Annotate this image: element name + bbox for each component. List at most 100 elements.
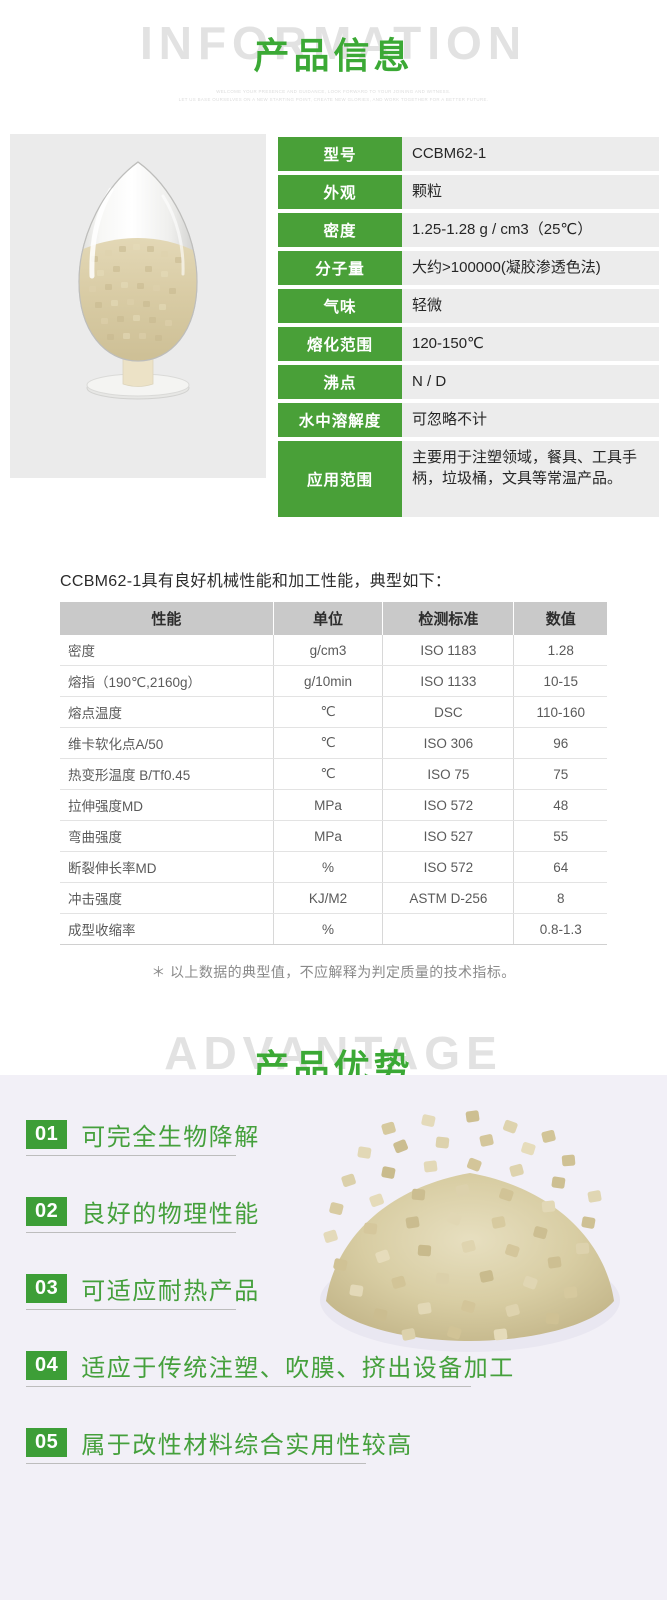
cell-property: 冲击强度 xyxy=(60,882,274,914)
product-info-block: 型号 CCBM62-1 外观 颗粒 密度 1.25-1.28 g / cm3（2… xyxy=(0,134,667,521)
cell-standard: ISO 1183 xyxy=(382,635,515,666)
header-subtitle-information: WELCOME YOUR PRESENCE AND GUIDANCE, LOOK… xyxy=(0,88,667,104)
spec-key: 外观 xyxy=(278,175,402,209)
spec-key: 应用范围 xyxy=(278,441,402,517)
table-row: 弯曲强度 MPa ISO 527 55 xyxy=(60,820,607,852)
cell-property: 断裂伸长率MD xyxy=(60,851,274,883)
ghost-title-information: INFORMATION xyxy=(139,17,528,69)
cell-standard: ISO 527 xyxy=(382,820,515,852)
table-header-row: 性能 单位 检测标准 数值 xyxy=(60,602,607,635)
spec-key: 密度 xyxy=(278,213,402,247)
advantage-number: 05 xyxy=(26,1428,68,1457)
cell-unit: ℃ xyxy=(273,727,384,759)
column-header-value: 数值 xyxy=(513,602,607,635)
cell-value: 10-15 xyxy=(513,665,607,697)
advantage-number: 03 xyxy=(26,1274,68,1303)
cell-property: 弯曲强度 xyxy=(60,820,274,852)
spec-value: CCBM62-1 xyxy=(402,137,659,171)
cell-value: 8 xyxy=(513,882,607,914)
list-item: 02 良好的物理性能 xyxy=(26,1194,586,1233)
list-item: 04 适应于传统注塑、吹膜、挤出设备加工 xyxy=(26,1348,586,1387)
product-photo-flask xyxy=(10,134,266,478)
table-row: 熔指（190℃,2160g） g/10min ISO 1133 10-15 xyxy=(60,665,607,697)
spec-value: 颗粒 xyxy=(402,175,659,209)
advantage-number: 04 xyxy=(26,1351,68,1380)
cell-standard: ISO 572 xyxy=(382,851,515,883)
advantage-row: 01 可完全生物降解 xyxy=(26,1117,260,1152)
cell-value: 0.8-1.3 xyxy=(513,913,607,945)
section-header-information: INFORMATION 产品信息 WELCOME YOUR PRESENCE A… xyxy=(0,0,667,112)
spec-row: 熔化范围 120-150℃ xyxy=(278,327,659,361)
spec-row: 密度 1.25-1.28 g / cm3（25℃） xyxy=(278,213,659,247)
advantage-text: 属于改性材料综合实用性较高 xyxy=(81,1432,413,1459)
spec-key: 沸点 xyxy=(278,365,402,399)
advantage-row: 03 可适应耐热产品 xyxy=(26,1271,260,1306)
cell-standard: ISO 572 xyxy=(382,789,515,821)
spec-row: 型号 CCBM62-1 xyxy=(278,137,659,171)
cell-property: 维卡软化点A/50 xyxy=(60,727,274,759)
cell-property: 熔点温度 xyxy=(60,696,274,728)
cell-standard: DSC xyxy=(382,696,515,728)
cell-unit: KJ/M2 xyxy=(273,882,384,914)
spec-row: 气味 轻微 xyxy=(278,289,659,323)
cell-property: 拉伸强度MD xyxy=(60,789,274,821)
advantage-number: 02 xyxy=(26,1197,68,1226)
spec-value: 1.25-1.28 g / cm3（25℃） xyxy=(402,213,659,247)
table-row: 断裂伸长率MD % ISO 572 64 xyxy=(60,851,607,883)
advantage-text: 良好的物理性能 xyxy=(81,1201,260,1228)
table-row: 熔点温度 ℃ DSC 110-160 xyxy=(60,696,607,728)
cell-value: 110-160 xyxy=(513,696,607,728)
cell-value: 96 xyxy=(513,727,607,759)
cell-standard: ASTM D-256 xyxy=(382,882,515,914)
subtitle-line-1: WELCOME YOUR PRESENCE AND GUIDANCE, LOOK… xyxy=(216,89,451,94)
table-row: 密度 g/cm3 ISO 1183 1.28 xyxy=(60,635,607,666)
table-row: 拉伸强度MD MPa ISO 572 48 xyxy=(60,789,607,821)
cell-unit: ℃ xyxy=(273,758,384,790)
cell-value: 55 xyxy=(513,820,607,852)
ghost-title-advantage: ADVANTAGE xyxy=(164,1027,503,1079)
spec-key: 水中溶解度 xyxy=(278,403,402,437)
properties-table: 性能 单位 检测标准 数值 密度 g/cm3 ISO 1183 1.28 熔指（… xyxy=(60,602,607,945)
advantage-underline xyxy=(26,1309,236,1310)
spec-value: 大约>100000(凝胶渗透色法) xyxy=(402,251,659,285)
spec-key: 分子量 xyxy=(278,251,402,285)
spec-key: 熔化范围 xyxy=(278,327,402,361)
column-header-property: 性能 xyxy=(60,602,274,635)
cell-unit: ℃ xyxy=(273,696,384,728)
spec-value: 120-150℃ xyxy=(402,327,659,361)
table-row: 维卡软化点A/50 ℃ ISO 306 96 xyxy=(60,727,607,759)
cell-standard: ISO 306 xyxy=(382,727,515,759)
cell-unit: MPa xyxy=(273,789,384,821)
cell-property: 密度 xyxy=(60,635,274,666)
column-header-standard: 检测标准 xyxy=(382,602,515,635)
spec-row: 外观 颗粒 xyxy=(278,175,659,209)
cell-unit: MPa xyxy=(273,820,384,852)
advantage-underline xyxy=(26,1463,366,1464)
cell-standard: ISO 1133 xyxy=(382,665,515,697)
cell-standard: ISO 75 xyxy=(382,758,515,790)
advantage-underline xyxy=(26,1155,236,1156)
subtitle-line-2: LET US BASE OURSELVES ON A NEW STARTING … xyxy=(178,97,489,103)
spec-key: 气味 xyxy=(278,289,402,323)
advantages-list: 01 可完全生物降解 02 良好的物理性能 03 可适应耐热产品 04 适应于传… xyxy=(26,1117,586,1502)
spec-row: 分子量 大约>100000(凝胶渗透色法) xyxy=(278,251,659,285)
list-item: 01 可完全生物降解 xyxy=(26,1117,586,1156)
spec-key: 型号 xyxy=(278,137,402,171)
table-row: 成型收缩率 % 0.8-1.3 xyxy=(60,913,607,945)
column-header-unit: 单位 xyxy=(273,602,384,635)
page-title: 产品信息 xyxy=(253,35,414,76)
advantage-text: 可适应耐热产品 xyxy=(81,1278,260,1305)
cell-unit: g/10min xyxy=(273,665,384,697)
cell-property: 熔指（190℃,2160g） xyxy=(60,665,274,697)
properties-footnote: ＊ 以上数据的典型值，不应解释为判定质量的技术指标。 xyxy=(151,964,516,980)
spec-row: 沸点 N / D xyxy=(278,365,659,399)
advantage-number: 01 xyxy=(26,1120,68,1149)
advantage-row: 05 属于改性材料综合实用性较高 xyxy=(26,1425,413,1460)
table-row: 热变形温度 B/Tf0.45 ℃ ISO 75 75 xyxy=(60,758,607,790)
properties-section: CCBM62-1具有良好机械性能和加工性能，典型如下： 性能 单位 检测标准 数… xyxy=(0,567,667,982)
advantage-underline xyxy=(26,1232,236,1233)
advantage-text: 适应于传统注塑、吹膜、挤出设备加工 xyxy=(81,1355,515,1382)
spec-value: 轻微 xyxy=(402,289,659,323)
spec-value: 主要用于注塑领域，餐具、工具手柄，垃圾桶，文具等常温产品。 xyxy=(402,441,659,517)
advantage-text: 可完全生物降解 xyxy=(81,1124,260,1151)
